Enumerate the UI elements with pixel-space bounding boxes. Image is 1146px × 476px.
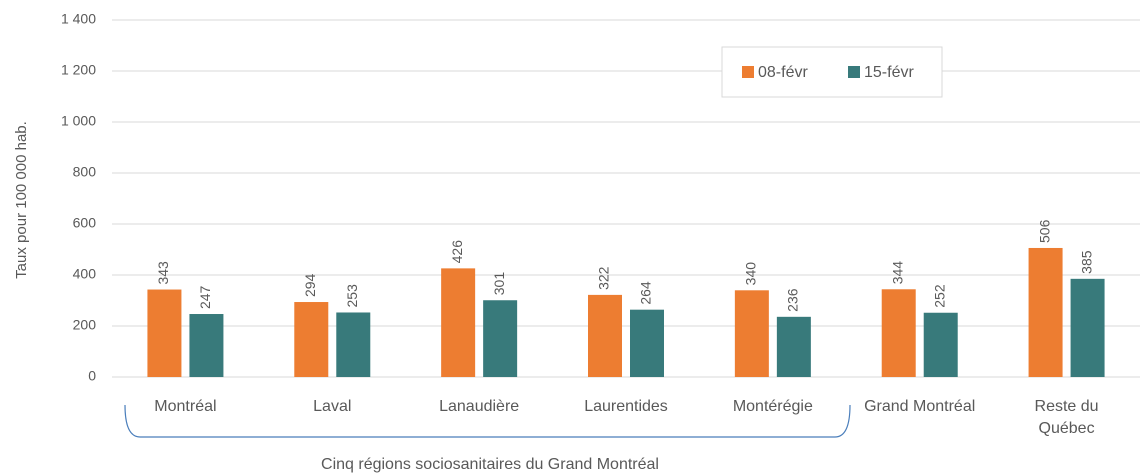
value-label: 264: [638, 281, 654, 305]
value-label: 253: [344, 284, 360, 308]
bar: [483, 300, 518, 377]
y-tick-label: 200: [73, 317, 97, 333]
value-label: 340: [743, 262, 759, 286]
y-tick-label: 1 000: [61, 113, 96, 129]
y-tick-label: 400: [73, 266, 97, 282]
value-label: 343: [155, 261, 171, 285]
value-label: 301: [491, 272, 507, 296]
annotation: Cinq régions sociosanitaires du Grand Mo…: [321, 456, 659, 473]
bar: [1070, 278, 1105, 377]
bar: [734, 290, 769, 377]
x-tick-label: Laurentides: [584, 398, 668, 415]
value-label: 506: [1036, 219, 1052, 243]
legend-label: 08-févr: [758, 64, 808, 81]
value-label: 426: [449, 240, 465, 264]
bar: [147, 289, 182, 377]
x-tick-label: Grand Montréal: [864, 398, 976, 415]
value-label: 344: [889, 261, 905, 285]
y-tick-label: 1 400: [61, 11, 96, 27]
y-axis-label: Taux pour 100 000 hab.: [13, 121, 30, 279]
y-tick-label: 0: [88, 368, 96, 384]
legend-label: 15-févr: [864, 64, 914, 81]
bar: [1028, 247, 1063, 377]
value-label: 252: [931, 284, 947, 308]
y-tick-label: 800: [73, 164, 97, 180]
bar: [294, 302, 329, 377]
x-tick-label: Laval: [313, 398, 352, 415]
x-tick-label: Montérégie: [732, 398, 813, 415]
bar: [776, 316, 811, 377]
value-label: 236: [785, 288, 801, 312]
value-label: 247: [197, 285, 213, 309]
legend-swatch: [742, 66, 754, 78]
bar: [923, 312, 958, 377]
y-tick-label: 600: [73, 215, 97, 231]
bar: [336, 312, 371, 377]
x-tick-label: Lanaudière: [439, 398, 520, 415]
legend-swatch: [848, 66, 860, 78]
bar: [588, 294, 622, 377]
bar: [441, 268, 476, 377]
bar: [189, 314, 224, 377]
value-label: 294: [302, 273, 318, 297]
bar: [881, 289, 916, 377]
x-tick-label: Reste du Québec: [1034, 398, 1099, 437]
legend-box: [721, 46, 943, 98]
x-tick-label: Montréal: [154, 398, 217, 415]
value-label: 322: [596, 266, 612, 290]
value-label: 385: [1078, 250, 1094, 274]
bar: [630, 309, 664, 377]
bracket: [124, 404, 851, 438]
y-tick-label: 1 200: [61, 62, 96, 78]
